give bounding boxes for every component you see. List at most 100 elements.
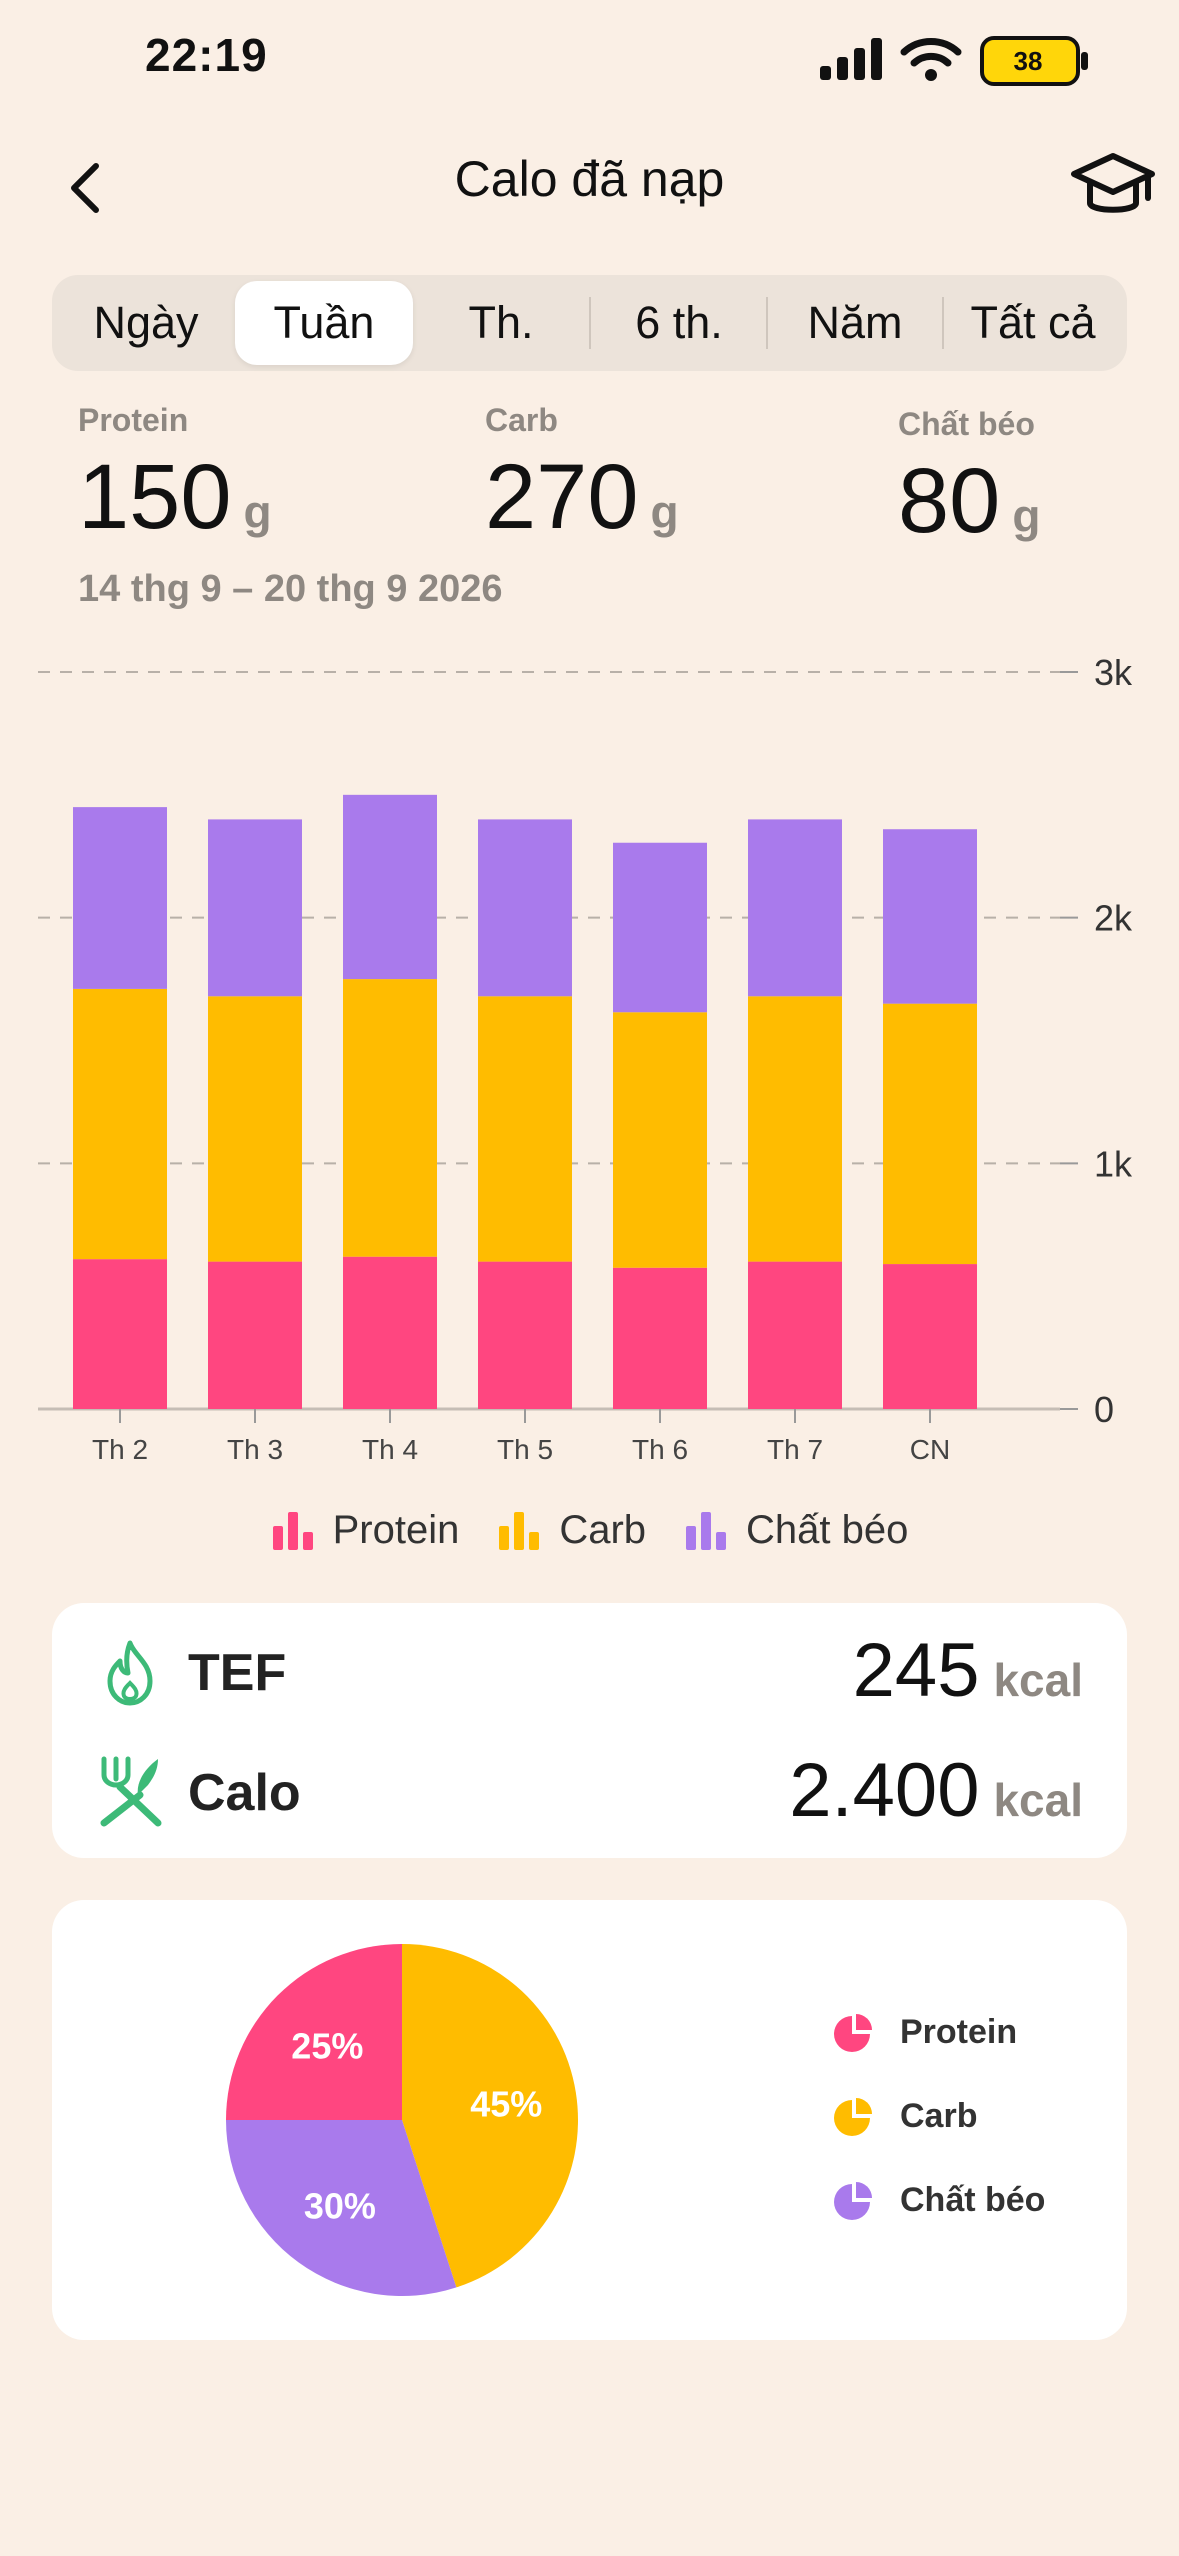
wifi-icon — [900, 38, 962, 81]
pie-chart-icon — [834, 2182, 872, 2220]
x-tick-label: Th 5 — [497, 1434, 553, 1465]
protein-summary: Protein 150 g — [78, 402, 272, 543]
bar-segment-carb — [613, 1012, 707, 1268]
calo-label: Calo — [188, 1764, 301, 1822]
carb-label: Carb — [485, 402, 558, 438]
pie-legend-protein-label: Protein — [900, 2012, 1018, 2051]
segment-divider — [589, 297, 591, 349]
segment-all[interactable]: Tất cả — [970, 297, 1096, 348]
macro-pie-card: 25% 45% 30% Protein Carb Chất béo — [52, 1900, 1127, 2340]
segment-year[interactable]: Năm — [807, 297, 903, 348]
pie-slice-fat — [226, 2120, 457, 2296]
y-tick-label: 1k — [1094, 1143, 1133, 1184]
page-title: Calo đã nạp — [454, 151, 725, 207]
bar-chart-icon — [499, 1512, 540, 1550]
bar-segment-carb — [73, 988, 167, 1260]
carb-unit: g — [650, 486, 679, 538]
tef-label: TEF — [188, 1644, 287, 1702]
segment-week[interactable]: Tuần — [235, 281, 413, 365]
bar-segment-fat — [613, 842, 707, 1013]
calo-value: 2.400 — [789, 1748, 980, 1833]
macro-pie-chart: 25% 45% 30% — [226, 1944, 578, 2296]
back-button[interactable] — [62, 160, 112, 216]
bar-chart-icon — [272, 1512, 313, 1550]
segment-6-months[interactable]: 6 th. — [635, 297, 723, 348]
segment-month[interactable]: Th. — [468, 297, 534, 348]
bar-segment-protein — [343, 1256, 437, 1409]
bar-segment-fat — [883, 829, 977, 1004]
period-segmented-control: Ngày Tuần Th. 6 th. Năm Tất cả — [52, 275, 1127, 371]
segment-divider — [942, 297, 944, 349]
macro-stacked-bar-chart: 0 1k 2k 3k Th 2 Th 3 Th 4 Th 5 Th 6 Th 7 CN — [38, 652, 1133, 1465]
pie-legend-fat: Chất béo — [834, 2180, 1045, 2220]
legend-carb: Carb — [497, 1508, 646, 1553]
carb-value: 270 — [485, 446, 639, 548]
legend-protein: Protein — [271, 1507, 460, 1553]
date-range: 14 thg 9 – 20 thg 9 2026 — [78, 568, 503, 610]
protein-label: Protein — [78, 402, 189, 438]
flame-icon — [107, 1640, 153, 1706]
bar-segment-protein — [478, 1261, 572, 1409]
protein-value: 150 — [78, 446, 232, 548]
bar-segment-fat — [208, 819, 302, 997]
x-tick-label: Th 2 — [92, 1434, 148, 1465]
y-tick-label: 0 — [1094, 1389, 1114, 1430]
bar-segment-protein — [73, 1259, 167, 1409]
battery-level: 38 — [1013, 46, 1043, 76]
pie-slice-protein — [226, 1944, 402, 2120]
fat-value: 80 — [898, 450, 1001, 552]
bar-segment-fat — [343, 794, 437, 980]
bar-segment-carb — [478, 996, 572, 1262]
calo-unit: kcal — [993, 1774, 1083, 1826]
pie-legend-carb: Carb — [834, 2096, 977, 2136]
y-tick-label: 2k — [1094, 898, 1133, 939]
carb-summary: Carb 270 g — [485, 402, 679, 543]
bar-segment-protein — [613, 1267, 707, 1409]
bar-segment-fat — [478, 819, 572, 997]
pie-slice-label: 45% — [470, 2083, 542, 2124]
y-tick-label: 3k — [1094, 652, 1133, 693]
segment-day[interactable]: Ngày — [93, 297, 199, 348]
segment-divider — [766, 297, 768, 349]
tef-unit: kcal — [993, 1654, 1083, 1706]
bar-segment-carb — [883, 1003, 977, 1265]
bar-segment-fat — [73, 807, 167, 989]
legend-carb-label: Carb — [559, 1507, 647, 1552]
fat-label: Chất béo — [898, 406, 1035, 442]
pie-slice-carb — [402, 1944, 578, 2288]
pie-legend-carb-label: Carb — [900, 2096, 978, 2135]
x-tick-label: Th 4 — [362, 1434, 418, 1465]
status-time: 22:19 — [145, 29, 268, 81]
tef-value-group: 245 kcal — [853, 1627, 1083, 1714]
graduation-cap-icon[interactable] — [1070, 148, 1156, 224]
bar-segment-fat — [748, 819, 842, 997]
bar-segment-protein — [208, 1261, 302, 1409]
legend-fat: Chất béo — [684, 1508, 908, 1553]
x-tick-label: Th 6 — [632, 1434, 688, 1465]
fork-knife-icon — [100, 1756, 162, 1827]
x-tick-label: Th 3 — [227, 1434, 283, 1465]
calo-value-group: 2.400 kcal — [789, 1747, 1083, 1834]
pie-chart-icon — [834, 2014, 872, 2052]
tef-value: 245 — [852, 1628, 980, 1713]
pie-legend-fat-label: Chất béo — [900, 2180, 1046, 2219]
fat-summary: Chất béo 80 g — [898, 406, 1040, 547]
bar-segment-carb — [748, 996, 842, 1262]
legend-protein-label: Protein — [332, 1507, 460, 1552]
bar-segment-carb — [208, 996, 302, 1262]
legend-fat-label: Chất béo — [746, 1507, 909, 1552]
x-tick-label: Th 7 — [767, 1434, 823, 1465]
bar-chart-icon — [686, 1512, 727, 1550]
protein-unit: g — [243, 486, 272, 538]
bar-segment-carb — [343, 979, 437, 1257]
chart-legend: Protein Carb Chất béo — [0, 1500, 1179, 1560]
energy-card: TEF 245 kcal Calo 2.400 kcal — [52, 1603, 1127, 1858]
bar-segment-protein — [748, 1261, 842, 1409]
bar-segment-protein — [883, 1264, 977, 1409]
pie-slice-label: 25% — [291, 2025, 363, 2066]
pie-slice-label: 30% — [304, 2185, 376, 2226]
x-tick-label: CN — [910, 1434, 950, 1465]
fat-unit: g — [1012, 490, 1041, 542]
pie-chart-icon — [834, 2098, 872, 2136]
battery-icon: 38 — [980, 36, 1090, 86]
